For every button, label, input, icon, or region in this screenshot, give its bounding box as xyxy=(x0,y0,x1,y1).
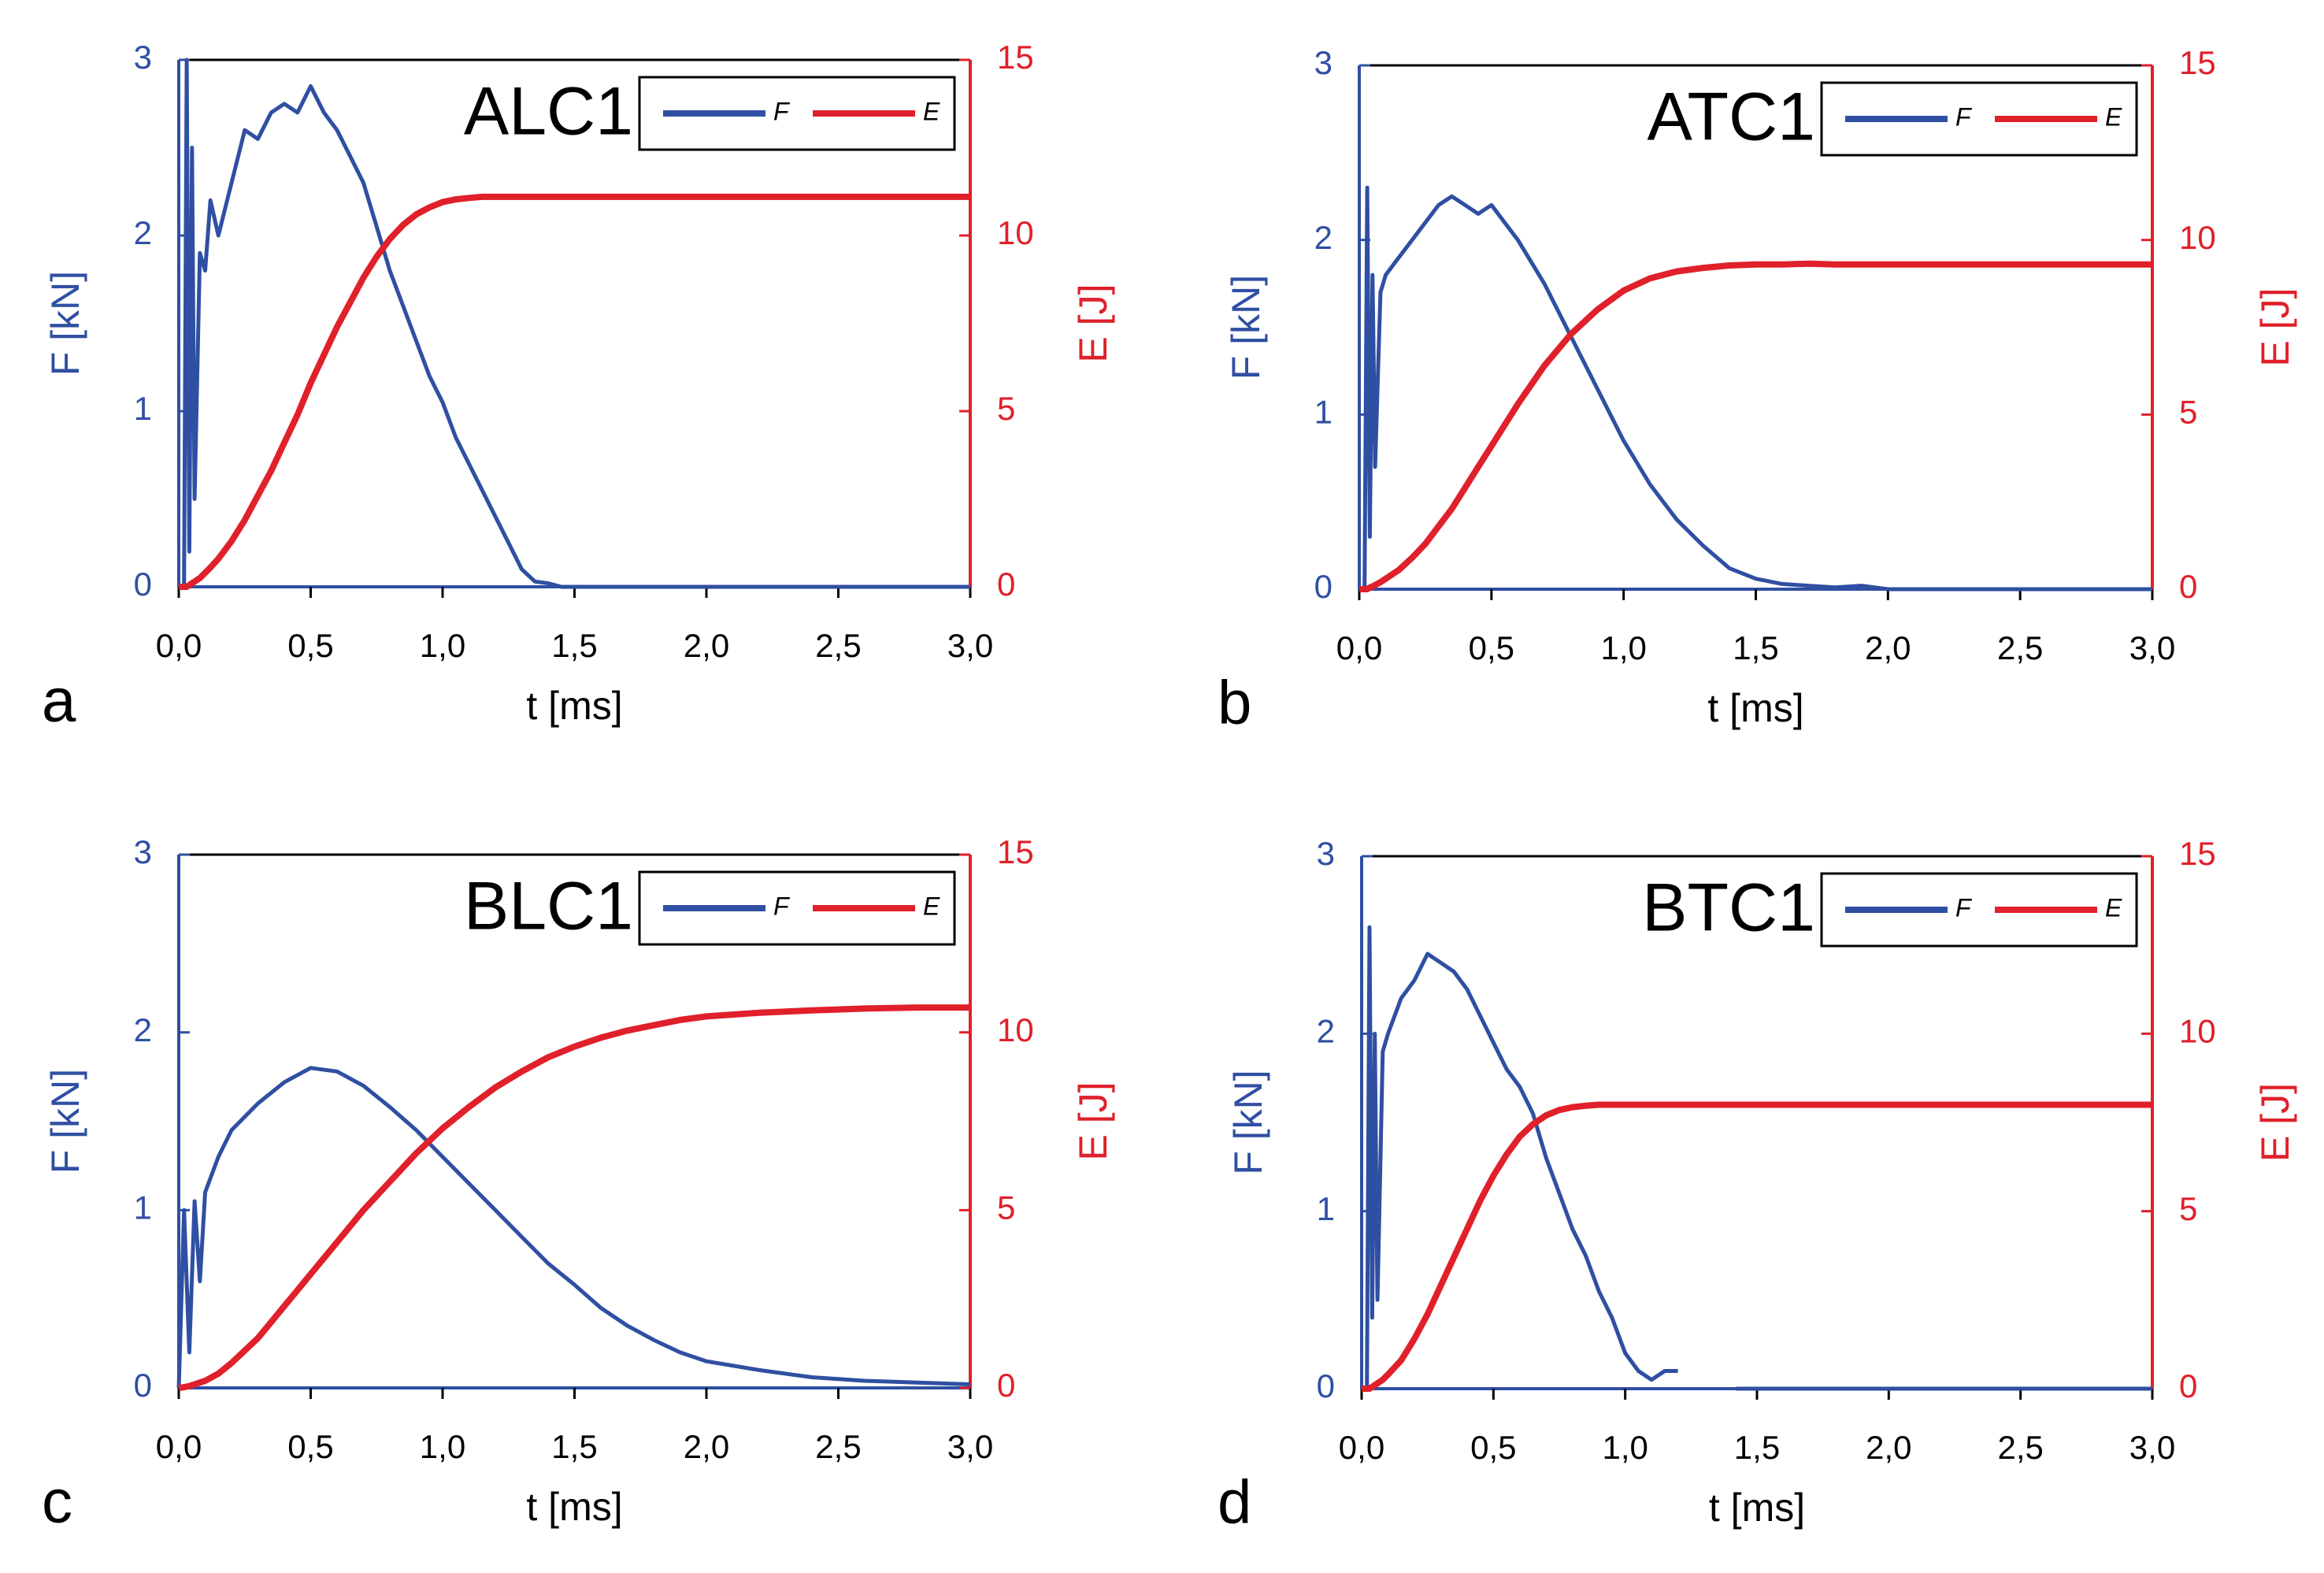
x-tick-label: 1,5 xyxy=(551,1428,597,1465)
x-tick-label: 1,0 xyxy=(1600,629,1646,666)
legend-label: F xyxy=(1955,893,1973,922)
y-tick-label: 3 xyxy=(1314,44,1333,81)
legend-label: E xyxy=(2105,893,2122,922)
x-tick-label: 1,5 xyxy=(551,627,597,664)
annotation: BTC1 xyxy=(1642,870,1815,946)
y2-tick-label: 15 xyxy=(997,833,1034,870)
legend-label: F xyxy=(773,892,791,920)
annotation: ATC1 xyxy=(1648,80,1815,155)
y2-tick-label: 5 xyxy=(2179,393,2197,430)
legend-label: E xyxy=(923,97,940,125)
y-tick-label: 0 xyxy=(134,566,152,603)
x-tick-label: 0,0 xyxy=(1336,629,1382,666)
x-tick-label: 2,5 xyxy=(815,627,861,664)
y2-tick-label: 0 xyxy=(997,566,1015,603)
y-tick-label: 2 xyxy=(134,214,152,251)
y-tick-label: 1 xyxy=(134,390,152,427)
y2-tick-label: 10 xyxy=(2179,1012,2216,1049)
series-line xyxy=(179,58,970,589)
y2-tick-label: 5 xyxy=(2179,1190,2197,1227)
y-tick-label: 2 xyxy=(1314,219,1333,256)
x-tick-label: 1,0 xyxy=(1602,1429,1648,1466)
y-tick-label: 3 xyxy=(1317,835,1335,872)
x-tick-label: 0,5 xyxy=(287,1428,333,1465)
x-tick-label: 1,0 xyxy=(420,1428,465,1465)
y-tick-label: 3 xyxy=(134,39,152,76)
y-tick-label: 2 xyxy=(1317,1012,1335,1049)
series-line xyxy=(1359,185,2152,592)
y2-tick-label: 5 xyxy=(997,1189,1015,1226)
y2-tick-label: 15 xyxy=(2179,44,2216,81)
y-tick-label: 1 xyxy=(1317,1190,1335,1227)
y-tick-label: 3 xyxy=(134,833,152,870)
x-tick-label: 0,0 xyxy=(1339,1429,1384,1466)
y-tick-label: 2 xyxy=(134,1011,152,1048)
y2-tick-label: 15 xyxy=(2179,835,2216,872)
legend-label: E xyxy=(923,892,940,920)
x-tick-label: 3,0 xyxy=(947,1428,993,1465)
annotation: BLC1 xyxy=(464,869,633,944)
x-axis-label: t [ms] xyxy=(526,1485,622,1529)
y-axis-label: F [kN] xyxy=(43,271,87,376)
panel-label: a xyxy=(42,666,76,735)
x-tick-label: 3,0 xyxy=(2129,1429,2175,1466)
y2-tick-label: 5 xyxy=(997,390,1015,427)
x-tick-label: 0,5 xyxy=(1470,1429,1516,1466)
y2-tick-label: 0 xyxy=(2179,1367,2197,1404)
x-tick-label: 2,5 xyxy=(1997,1429,2043,1466)
series-line xyxy=(179,193,970,590)
x-tick-label: 1,0 xyxy=(420,627,465,664)
y-tick-label: 0 xyxy=(134,1367,152,1404)
x-tick-label: 3,0 xyxy=(2129,629,2175,666)
y-tick-label: 1 xyxy=(134,1189,152,1226)
y2-tick-label: 10 xyxy=(997,1011,1034,1048)
y2-axis-label: E [J] xyxy=(1071,1081,1115,1160)
y2-tick-label: 10 xyxy=(997,214,1034,251)
panel-label: c xyxy=(42,1467,72,1536)
x-tick-label: 1,5 xyxy=(1734,1429,1780,1466)
x-tick-label: 0,5 xyxy=(1469,629,1514,666)
annotation: ALC1 xyxy=(464,74,633,150)
x-axis-label: t [ms] xyxy=(526,684,622,728)
x-tick-label: 2,5 xyxy=(815,1428,861,1465)
series-line xyxy=(1362,925,2152,1391)
y-tick-label: 1 xyxy=(1314,393,1333,430)
panel-label: d xyxy=(1218,1467,1251,1537)
y-tick-label: 0 xyxy=(1317,1367,1335,1404)
series-line xyxy=(1359,260,2152,592)
x-axis-label: t [ms] xyxy=(1707,686,1803,730)
x-tick-label: 2,0 xyxy=(684,1428,729,1465)
x-tick-label: 2,5 xyxy=(1997,629,2043,666)
series-line xyxy=(178,1004,970,1391)
y2-tick-label: 0 xyxy=(2179,568,2197,605)
y2-axis-label: E [J] xyxy=(2253,1083,2297,1162)
y-axis-label: F [kN] xyxy=(1226,1070,1270,1174)
series-line xyxy=(1362,1101,2152,1392)
y2-tick-label: 10 xyxy=(2179,219,2216,256)
x-tick-label: 0,0 xyxy=(156,627,202,664)
legend-label: E xyxy=(2105,102,2122,131)
legend-label: F xyxy=(1955,102,1973,131)
x-axis-label: t [ms] xyxy=(1709,1486,1805,1530)
y-axis-label: F [kN] xyxy=(43,1069,87,1174)
x-tick-label: 1,5 xyxy=(1733,629,1778,666)
y2-axis-label: E [J] xyxy=(2253,288,2297,366)
x-tick-label: 0,5 xyxy=(287,627,333,664)
y2-axis-label: E [J] xyxy=(1071,284,1115,362)
x-tick-label: 2,0 xyxy=(1865,629,1911,666)
y-tick-label: 0 xyxy=(1314,568,1333,605)
x-tick-label: 2,0 xyxy=(1866,1429,1911,1466)
y2-tick-label: 0 xyxy=(997,1367,1015,1404)
series-line xyxy=(176,1066,971,1389)
x-tick-label: 0,0 xyxy=(156,1428,202,1465)
y-axis-label: F [kN] xyxy=(1224,275,1268,380)
legend-label: F xyxy=(773,97,791,125)
x-tick-label: 3,0 xyxy=(947,627,993,664)
y2-tick-label: 15 xyxy=(997,39,1034,76)
x-tick-label: 2,0 xyxy=(684,627,729,664)
panel-label: b xyxy=(1218,668,1251,737)
